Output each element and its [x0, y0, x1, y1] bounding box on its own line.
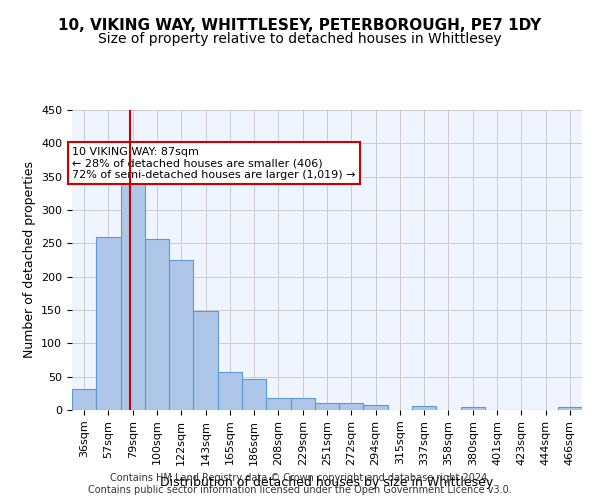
Bar [558, 408, 582, 410]
Bar [193, 312, 218, 410]
Y-axis label: Number of detached properties: Number of detached properties [23, 162, 35, 358]
Bar [218, 372, 242, 410]
X-axis label: Distribution of detached houses by size in Whittlesey: Distribution of detached houses by size … [160, 476, 494, 489]
Bar [339, 402, 364, 410]
Bar [290, 398, 315, 410]
Text: 10, VIKING WAY, WHITTLESEY, PETERBOROUGH, PE7 1DY: 10, VIKING WAY, WHITTLESEY, PETERBOROUGH… [58, 18, 542, 32]
Bar [315, 402, 339, 410]
Bar [145, 240, 169, 410]
Bar [72, 388, 96, 410]
Text: Size of property relative to detached houses in Whittlesey: Size of property relative to detached ho… [98, 32, 502, 46]
Bar [121, 168, 145, 410]
Bar [96, 236, 121, 410]
Text: 10 VIKING WAY: 87sqm
← 28% of detached houses are smaller (406)
72% of semi-deta: 10 VIKING WAY: 87sqm ← 28% of detached h… [72, 146, 355, 180]
Bar [461, 408, 485, 410]
Bar [364, 406, 388, 410]
Bar [412, 406, 436, 410]
Bar [266, 398, 290, 410]
Text: Contains HM Land Registry data © Crown copyright and database right 2024.
Contai: Contains HM Land Registry data © Crown c… [88, 474, 512, 495]
Bar [242, 380, 266, 410]
Bar [169, 260, 193, 410]
